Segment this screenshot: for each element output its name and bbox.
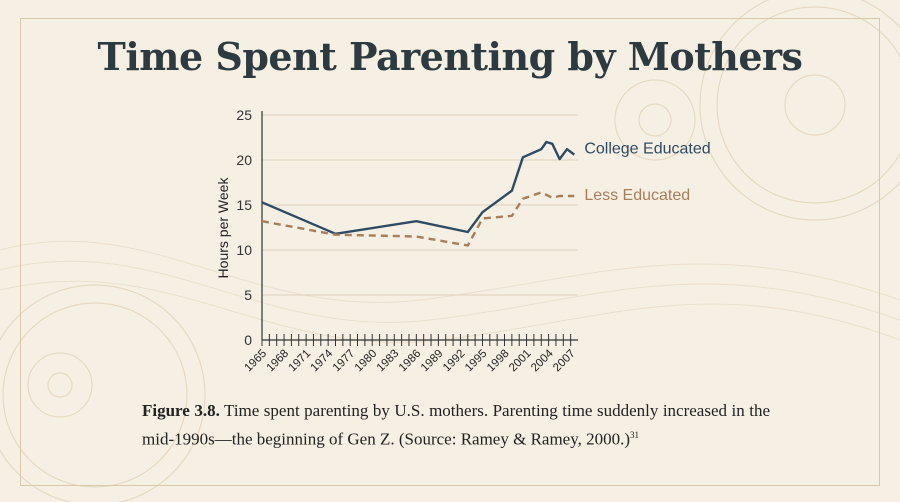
college-educated-line [261,140,576,235]
y-tick-label: 0 [244,332,252,348]
x-tick-label: 2007 [551,348,578,375]
page-title: Time Spent Parenting by Mothers [97,34,803,79]
x-tick-label: 1983 [375,348,402,375]
x-tick-label: 1992 [441,348,468,375]
y-tick-label: 15 [236,197,252,213]
x-tick-label: 1986 [397,348,424,375]
x-tick-label: 1971 [287,348,314,375]
series-labels: College Educated Less Educated [584,141,710,204]
chart-grid [262,114,578,296]
x-tick-label: 1995 [463,348,490,375]
x-tick-label: 1968 [265,348,292,375]
caption-text: Time spent parenting by U.S. mothers. Pa… [142,401,770,449]
x-tick-label: 1977 [331,348,358,375]
x-tick-label: 1989 [419,348,446,375]
figure-caption: Figure 3.8. Time spent parenting by U.S.… [142,398,770,452]
y-axis-ticks: 0 5 10 15 20 25 [236,107,252,348]
y-axis-label: Hours per Week [215,177,231,279]
x-tick-label: 1965 [243,348,270,375]
x-tick-label: 1998 [485,348,512,375]
x-tick-label: 2004 [529,347,556,374]
college-educated-label: College Educated [584,141,710,158]
chart-axes [261,111,578,341]
caption-label: Figure 3.8. [142,401,220,420]
chart-series [261,140,576,247]
less-educated-label: Less Educated [584,187,690,204]
x-tick-label: 1974 [309,347,336,374]
clock-watermark-top-right [614,0,900,221]
clock-watermark-bottom-left [0,284,206,502]
page-frame [20,18,880,486]
less-educated-line [261,191,575,247]
y-tick-label: 20 [236,152,252,168]
x-tick-label: 1980 [353,348,380,375]
y-tick-label: 25 [236,107,252,123]
caption-footnote: 31 [630,430,640,440]
y-tick-label: 5 [244,287,252,303]
x-tick-label: 2001 [507,348,534,375]
y-tick-label: 10 [236,242,252,258]
